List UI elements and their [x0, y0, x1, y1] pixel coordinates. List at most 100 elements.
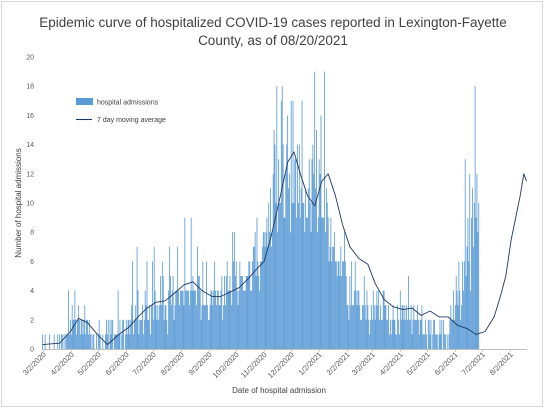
bar: [69, 334, 70, 349]
bar: [212, 305, 214, 349]
y-tick-label: 12: [26, 171, 34, 178]
bar: [230, 290, 232, 349]
bar: [298, 144, 300, 349]
bar: [376, 290, 378, 349]
bar: [215, 290, 216, 349]
bar: [349, 276, 351, 349]
bar: [306, 217, 307, 349]
bar: [237, 305, 239, 349]
bar: [312, 144, 314, 349]
bar: [315, 188, 316, 349]
bar: [224, 276, 225, 349]
bar: [458, 261, 460, 349]
bar: [272, 173, 274, 349]
bar: [359, 305, 361, 349]
bar: [388, 305, 389, 349]
bar: [134, 305, 136, 349]
bar: [414, 319, 416, 349]
bar: [294, 159, 296, 349]
bar: [107, 319, 109, 349]
bar: [213, 290, 215, 349]
bar: [420, 319, 422, 349]
bar: [386, 319, 388, 349]
bar: [404, 305, 406, 349]
bar: [338, 261, 340, 349]
bar: [327, 217, 329, 349]
bar: [259, 290, 261, 349]
bar: [226, 261, 228, 349]
bar: [171, 290, 173, 349]
bar: [143, 319, 145, 349]
bar: [279, 203, 280, 349]
bar: [408, 319, 410, 349]
bar: [173, 319, 175, 349]
bar: [254, 232, 256, 349]
bar: [247, 276, 249, 349]
bar: [185, 290, 187, 349]
bar: [206, 305, 208, 349]
bar: [114, 334, 115, 349]
bar: [368, 319, 370, 349]
bar: [164, 305, 166, 349]
bar: [316, 130, 317, 349]
bar: [200, 319, 202, 349]
bar: [165, 305, 167, 349]
bar: [261, 261, 262, 349]
bar: [421, 305, 423, 349]
bar: [443, 319, 444, 349]
bar: [362, 305, 363, 349]
bar: [191, 290, 193, 349]
bar: [78, 305, 79, 349]
bar: [141, 319, 142, 349]
bar: [241, 276, 243, 349]
bar: [273, 130, 275, 349]
bar: [83, 319, 85, 349]
bar: [323, 217, 325, 349]
chart-title-line-1: Epidemic curve of hospitalized COVID-19 …: [39, 15, 507, 30]
bar: [371, 305, 372, 349]
bar: [84, 305, 86, 349]
bar: [174, 305, 176, 349]
x-tick-label: 8/2/2021: [488, 350, 515, 377]
bar: [119, 319, 121, 349]
x-tick-label: 10/2/2020: [211, 350, 241, 380]
bar: [372, 290, 374, 349]
bar: [292, 100, 294, 349]
bar: [79, 334, 81, 349]
bar: [169, 246, 170, 349]
bar: [132, 261, 133, 349]
bar: [344, 261, 346, 349]
bar: [239, 261, 241, 349]
bar: [456, 290, 458, 349]
bar: [270, 188, 271, 349]
x-tick-label: 11/2/2020: [239, 350, 269, 380]
bar: [444, 334, 446, 349]
bar: [277, 232, 279, 349]
bar: [66, 334, 68, 349]
bar: [342, 261, 344, 349]
bar: [365, 319, 367, 349]
bar: [240, 276, 242, 349]
bar: [351, 261, 353, 349]
legend-label-admissions: hospital admissions: [97, 100, 159, 107]
bar: [326, 203, 328, 349]
bar: [299, 217, 301, 349]
x-tick-label: 7/2/2021: [460, 350, 487, 377]
bar: [184, 217, 186, 349]
y-tick-label: 6: [30, 259, 34, 266]
bar: [367, 305, 369, 349]
bar: [422, 334, 424, 349]
bar: [385, 305, 387, 349]
bar: [125, 319, 127, 349]
x-tick-label: 2/2/2021: [325, 350, 352, 377]
bar: [151, 305, 152, 349]
bar: [324, 71, 325, 349]
bar: [451, 319, 453, 349]
bar: [242, 276, 243, 349]
bar: [470, 290, 472, 349]
bar: [405, 319, 407, 349]
bar: [304, 232, 306, 349]
bar: [202, 261, 204, 349]
bar: [344, 232, 345, 349]
